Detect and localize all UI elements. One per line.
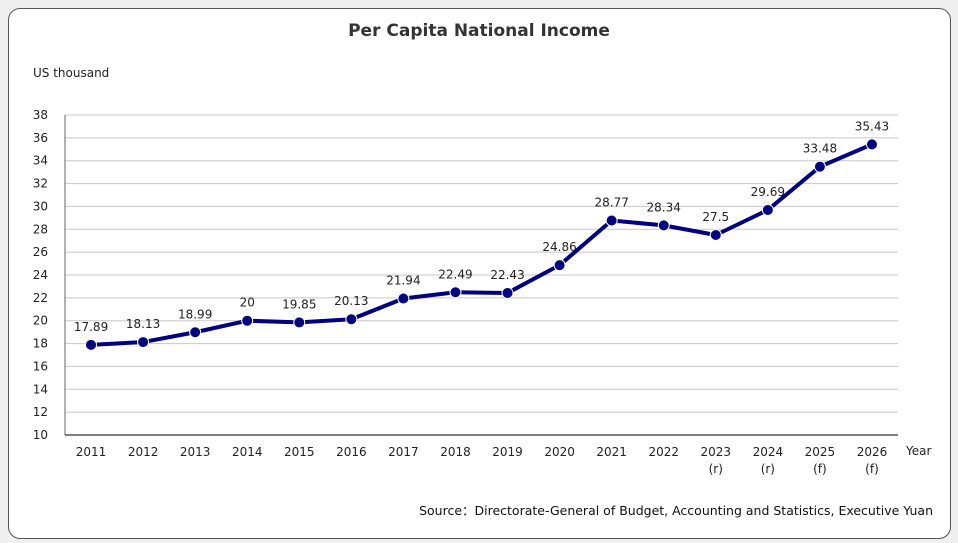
data-point [657, 219, 670, 232]
data-point [293, 316, 306, 329]
data-label: 27.5 [702, 210, 729, 224]
data-label: 18.99 [178, 307, 212, 321]
x-tick-label: 2016 [336, 445, 367, 459]
y-tick-label: 28 [33, 222, 48, 236]
y-tick-label: 38 [33, 108, 48, 122]
data-label: 24.86 [542, 240, 576, 254]
y-tick-label: 18 [33, 337, 48, 351]
data-label: 33.48 [803, 142, 837, 156]
x-tick-label: 2012 [128, 445, 159, 459]
x-tick-label: 2026 [857, 445, 888, 459]
x-tick-label: 2021 [596, 445, 627, 459]
y-tick-label: 26 [33, 245, 48, 259]
y-tick-label: 22 [33, 291, 48, 305]
x-tick-label: 2019 [492, 445, 523, 459]
x-tick-label: 2015 [284, 445, 315, 459]
chart-frame [8, 8, 951, 539]
data-label: 18.13 [126, 317, 160, 331]
data-point [813, 160, 826, 173]
x-tick-label: 2011 [76, 445, 107, 459]
data-point [553, 259, 566, 272]
y-tick-label: 24 [33, 268, 48, 282]
y-tick-label: 14 [33, 382, 48, 396]
data-label: 21.94 [386, 274, 420, 288]
x-tick-label: 2024 [753, 445, 784, 459]
data-label: 17.89 [74, 320, 108, 334]
y-tick-label: 10 [33, 428, 48, 442]
y-tick-label: 32 [33, 177, 48, 191]
data-point [761, 203, 774, 216]
y-tick-label: 20 [33, 314, 48, 328]
source-note: Source：Directorate-General of Budget, Ac… [419, 503, 933, 518]
y-tick-label: 34 [33, 154, 48, 168]
data-label: 19.85 [282, 297, 316, 311]
x-tick-note: (r) [709, 462, 723, 476]
data-point [397, 292, 410, 305]
x-tick-note: (r) [761, 462, 775, 476]
data-label: 20.13 [334, 294, 368, 308]
data-point [85, 338, 98, 351]
data-point [865, 138, 878, 151]
x-tick-label: 2018 [440, 445, 471, 459]
x-tick-label: 2013 [180, 445, 211, 459]
x-tick-label: 2020 [544, 445, 575, 459]
data-label: 28.77 [594, 195, 628, 209]
y-tick-label: 12 [33, 405, 48, 419]
y-tick-label: 36 [33, 131, 48, 145]
data-point [501, 286, 514, 299]
data-point [605, 214, 618, 227]
data-point [709, 229, 722, 241]
data-point [189, 326, 202, 339]
data-point [345, 313, 358, 326]
series-line [90, 142, 873, 347]
data-point [137, 336, 150, 349]
x-tick-label: 2014 [232, 445, 263, 459]
data-label: 20 [240, 296, 255, 310]
data-point [449, 286, 462, 299]
x-axis-label: Year [905, 444, 931, 458]
y-axis-label: US thousand [33, 66, 109, 80]
x-tick-note: (f) [813, 462, 827, 476]
data-label: 22.49 [438, 267, 472, 281]
x-tick-label: 2022 [648, 445, 679, 459]
x-tick-label: 2025 [805, 445, 836, 459]
x-tick-label: 2017 [388, 445, 419, 459]
data-label: 22.43 [490, 268, 524, 282]
x-tick-label: 2023 [701, 445, 732, 459]
chart-title: Per Capita National Income [348, 21, 610, 41]
data-point [241, 314, 254, 327]
data-label: 29.69 [751, 185, 785, 199]
data-label: 28.34 [647, 200, 681, 214]
y-tick-label: 16 [33, 359, 48, 373]
y-tick-label: 30 [33, 199, 48, 213]
data-label: 35.43 [855, 119, 889, 133]
x-tick-note: (f) [865, 462, 879, 476]
